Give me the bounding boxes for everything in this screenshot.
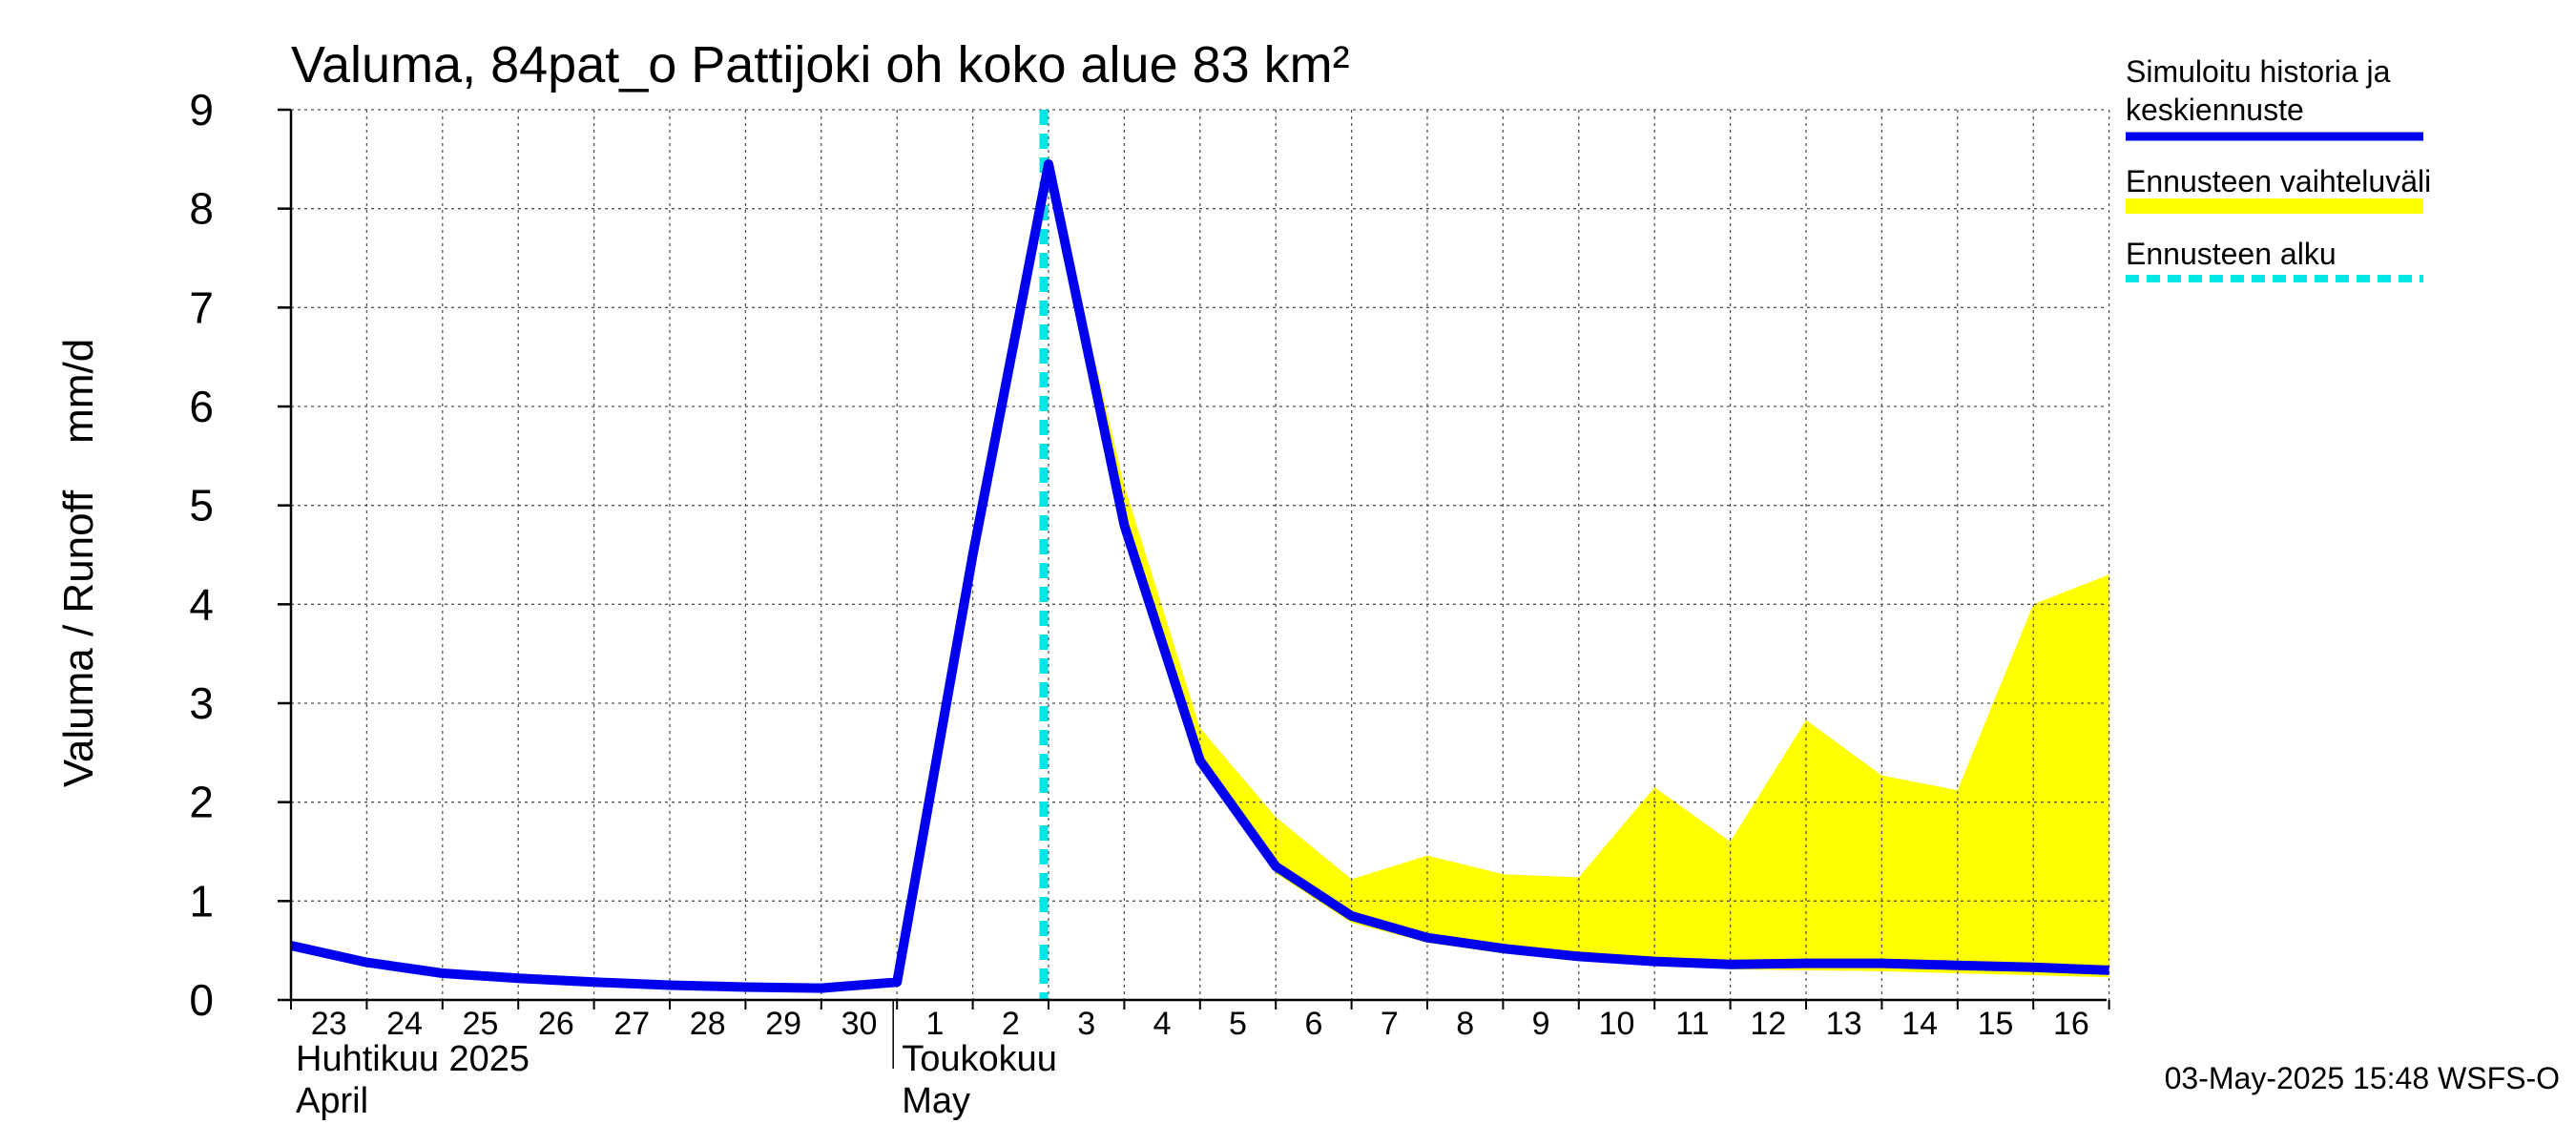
y-tick-label: 8 [189, 184, 214, 234]
y-tick-label: 6 [189, 382, 214, 431]
x-tick-label: 14 [1901, 1006, 1938, 1042]
legend: Simuloitu historia ja keskiennuste Ennuste… [2126, 54, 2431, 282]
x-tick-label: 4 [1153, 1006, 1172, 1042]
x-tick-label: 15 [1978, 1006, 2014, 1042]
x-tick-label: 27 [613, 1006, 650, 1042]
x-tick-label: 12 [1750, 1006, 1786, 1042]
x-tick-label: 13 [1826, 1006, 1862, 1042]
chart-title: Valuma, 84pat_o Pattijoki oh koko alue 8… [291, 36, 1350, 94]
x-tick-label: 6 [1304, 1006, 1322, 1042]
grid-layer [291, 109, 2110, 1000]
x-tick-label: 3 [1077, 1006, 1095, 1042]
month-label-english: April [296, 1081, 368, 1121]
y-tick-label: 3 [189, 678, 214, 728]
x-tick-label: 5 [1229, 1006, 1247, 1042]
x-tick-label: 7 [1381, 1006, 1399, 1042]
y-tick-label: 5 [189, 481, 214, 531]
legend-swatch-band [2126, 198, 2423, 214]
x-tick-label: 26 [538, 1006, 574, 1042]
y-tick-label: 4 [189, 579, 214, 629]
month-label: Huhtikuu 2025 [296, 1039, 530, 1079]
timestamp-label: 03-May-2025 15:48 WSFS-O [2165, 1061, 2560, 1095]
x-tick-label: 10 [1599, 1006, 1635, 1042]
y-tick-label: 1 [189, 876, 214, 926]
y-tick-label: 7 [189, 282, 214, 332]
legend-label-line2: keskiennuste [2126, 93, 2304, 127]
forecast-range-band [1049, 164, 2109, 978]
series-line-simulated-history [289, 159, 2109, 993]
y-axis-label: Valuma / Runoff mm/d [55, 339, 102, 787]
forecast-range-band-layer [1049, 164, 2109, 978]
x-tick-label: 16 [2053, 1006, 2089, 1042]
x-tick-label: 2 [1002, 1006, 1020, 1042]
x-tick-label: 30 [841, 1006, 878, 1042]
legend-label: Ennusteen vaihteluväli [2126, 164, 2431, 198]
legend-label: Ennusteen alku [2126, 237, 2337, 271]
x-tick-label: 9 [1532, 1006, 1550, 1042]
x-tick-label: 23 [311, 1006, 347, 1042]
y-tick-label: 2 [189, 778, 214, 827]
y-tick-label: 9 [189, 85, 214, 135]
series-layer [289, 159, 2109, 993]
x-tick-label: 28 [690, 1006, 726, 1042]
x-tick-label: 1 [925, 1006, 944, 1042]
x-tick-label: 8 [1456, 1006, 1474, 1042]
x-tick-label: 11 [1675, 1006, 1709, 1042]
legend-label: Simuloitu historia ja [2126, 54, 2391, 89]
y-tick-label: 0 [189, 975, 214, 1025]
x-tick-label: 25 [463, 1006, 499, 1042]
x-tick-label: 29 [765, 1006, 801, 1042]
month-label: Toukokuu [902, 1039, 1057, 1079]
month-label-english: May [902, 1081, 970, 1121]
x-tick-label: 24 [386, 1006, 423, 1042]
